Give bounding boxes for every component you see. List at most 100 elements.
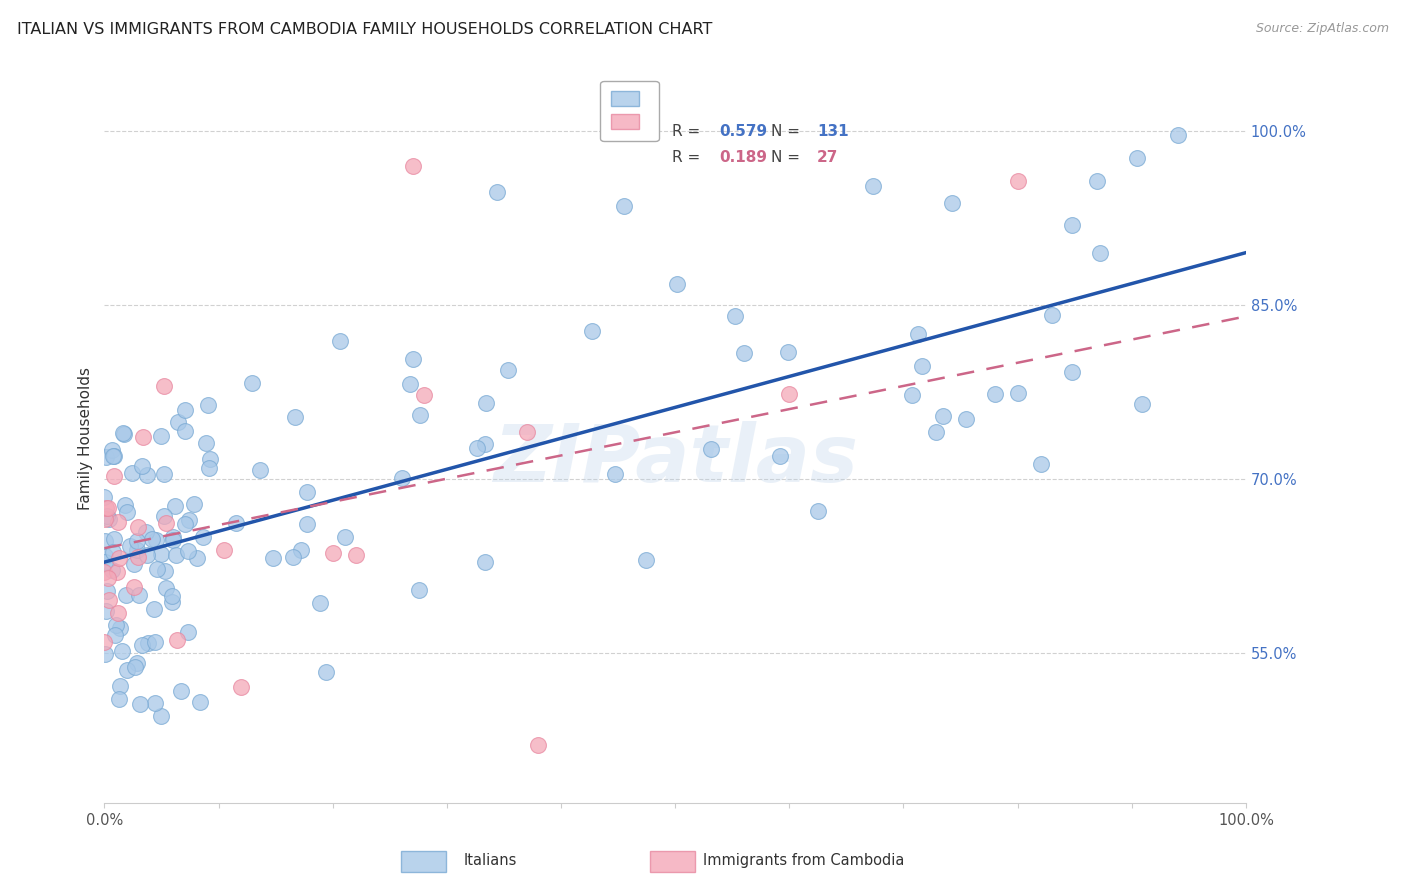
Point (122, 558, 145, 572)
Point (135, 525, 157, 540)
Point (122, 580, 145, 594)
Point (581, 324, 603, 338)
Point (101, 449, 124, 463)
Point (149, 709, 172, 723)
Text: Italians: Italians (464, 854, 517, 868)
Point (162, 530, 184, 544)
Point (153, 509, 176, 524)
Point (465, 442, 488, 456)
Point (124, 660, 146, 674)
Text: R =: R = (672, 151, 706, 165)
Point (94, 512, 117, 526)
Point (391, 471, 413, 485)
Text: 27: 27 (817, 151, 838, 165)
Point (145, 533, 167, 548)
Point (101, 563, 124, 577)
Point (408, 582, 430, 597)
Point (129, 697, 152, 711)
Point (152, 467, 174, 482)
Point (118, 540, 141, 554)
Point (1007, 386, 1029, 401)
Point (127, 520, 149, 534)
Point (634, 552, 657, 566)
Point (1060, 219, 1083, 233)
Point (613, 199, 636, 213)
Point (699, 442, 721, 457)
Point (496, 363, 519, 377)
Point (117, 505, 139, 519)
Point (104, 627, 127, 641)
Point (409, 408, 432, 422)
Point (399, 377, 422, 392)
Point (121, 466, 143, 480)
Text: ITALIAN VS IMMIGRANTS FROM CAMBODIA FAMILY HOUSEHOLDS CORRELATION CHART: ITALIAN VS IMMIGRANTS FROM CAMBODIA FAMI… (17, 22, 713, 37)
Point (179, 513, 201, 527)
Y-axis label: Family Households: Family Households (79, 367, 93, 509)
Point (128, 588, 150, 602)
Text: 0.189: 0.189 (718, 151, 766, 165)
Point (153, 379, 176, 393)
Point (516, 425, 538, 440)
Text: 131: 131 (817, 124, 849, 139)
Point (1060, 365, 1083, 379)
Point (141, 532, 163, 546)
Text: 0.579: 0.579 (718, 124, 766, 139)
Point (98, 512, 121, 526)
Point (131, 638, 153, 652)
Point (112, 426, 135, 441)
Point (94, 501, 117, 516)
Point (1167, 128, 1189, 142)
Text: Immigrants from Cambodia: Immigrants from Cambodia (703, 854, 904, 868)
Point (93, 647, 115, 661)
Point (167, 415, 190, 429)
Point (93, 635, 115, 649)
Point (115, 663, 138, 677)
Point (136, 468, 159, 483)
Point (198, 451, 221, 466)
Point (108, 550, 131, 565)
Point (155, 516, 177, 531)
Point (984, 387, 1007, 401)
Point (97, 571, 120, 585)
Point (474, 555, 496, 569)
Point (165, 500, 187, 514)
Point (413, 388, 436, 402)
Point (231, 681, 253, 695)
Point (112, 425, 135, 440)
Point (94, 604, 117, 618)
Point (197, 398, 219, 412)
Point (183, 497, 205, 511)
Point (925, 425, 948, 440)
Point (176, 544, 198, 558)
Point (911, 359, 934, 373)
Point (605, 467, 627, 482)
Point (127, 550, 149, 565)
Point (262, 550, 284, 565)
Point (150, 429, 173, 443)
Point (1085, 174, 1108, 188)
Point (125, 656, 148, 670)
Point (96, 583, 118, 598)
Point (108, 621, 131, 635)
Point (173, 424, 195, 438)
Point (111, 644, 134, 658)
Point (97, 501, 120, 516)
Point (295, 516, 318, 531)
Point (402, 352, 425, 367)
Point (107, 515, 129, 529)
Point (93, 565, 115, 579)
Point (103, 469, 125, 483)
Point (143, 696, 166, 710)
Point (225, 516, 247, 531)
Point (1040, 308, 1063, 322)
Point (165, 548, 187, 562)
Point (955, 412, 977, 426)
Point (107, 692, 129, 706)
Point (401, 159, 423, 173)
Point (1130, 397, 1153, 411)
Point (107, 566, 129, 580)
Point (778, 387, 800, 401)
Point (162, 533, 184, 547)
Point (1007, 174, 1029, 188)
Point (131, 459, 153, 474)
